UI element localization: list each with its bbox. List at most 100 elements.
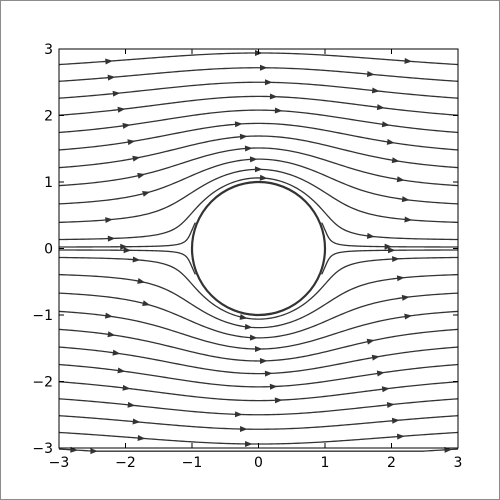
streamline-arrow (404, 313, 413, 320)
streamline (58, 109, 459, 134)
streamline-arrow (392, 256, 400, 263)
streamline-arrow (127, 401, 136, 408)
streamline-arrow (386, 402, 395, 408)
streamline-arrow (117, 367, 126, 374)
streamline-arrow (112, 349, 121, 356)
streamline (59, 249, 196, 275)
streamline-arrow (239, 426, 248, 433)
streamline (58, 147, 459, 187)
streamline-arrow (132, 155, 141, 162)
streamline (58, 67, 459, 82)
streamline (58, 381, 459, 402)
streamline (58, 328, 459, 362)
y-tick-label: 2 (44, 109, 53, 125)
x-axis: −3 −2 −1 0 1 2 3 (49, 49, 463, 471)
streamline-arrow (122, 122, 131, 129)
x-tick-label: 0 (254, 455, 263, 471)
streamline-arrow (234, 121, 243, 128)
streamline-arrow (396, 433, 405, 440)
streamline-arrow (386, 138, 395, 145)
streamline-arrow (366, 70, 375, 77)
streamline-arrow (107, 331, 116, 338)
streamline (58, 273, 459, 329)
streamline-arrow (391, 417, 400, 424)
streamline (58, 95, 459, 116)
streamline-arrow (142, 190, 151, 197)
streamline-arrow (388, 247, 396, 254)
streamline-arrow (90, 448, 98, 455)
x-tick-label: −1 (182, 455, 203, 471)
streamline-arrow (249, 334, 258, 341)
streamline-arrow (239, 133, 248, 140)
streamline-arrow (245, 440, 253, 447)
streamline (58, 292, 459, 339)
streamline-arrow (404, 57, 413, 64)
streamline-arrow (137, 435, 146, 441)
streamline (58, 256, 459, 320)
x-tick-label: 1 (321, 455, 330, 471)
streamline-arrow (404, 216, 413, 223)
streamline-arrow (234, 411, 243, 418)
streamline-arrow (244, 145, 253, 152)
streamline (58, 177, 459, 241)
y-axis: −3 −2 −1 0 1 2 3 (32, 42, 458, 457)
x-tick-label: 3 (454, 455, 463, 471)
streamline-arrow (259, 358, 268, 365)
x-tick-label: 2 (387, 455, 396, 471)
streamline-arrow (107, 235, 116, 242)
streamline (58, 135, 459, 169)
y-tick-label: 0 (44, 242, 53, 258)
streamline-arrow (259, 64, 268, 71)
y-tick-label: −2 (32, 375, 53, 391)
streamline (58, 310, 459, 350)
cylinder-circle (190, 180, 327, 317)
streamline-arrow (254, 166, 263, 173)
streamline-arrow (401, 294, 410, 301)
streamline-arrow (381, 121, 390, 128)
streamline-arrow (371, 354, 380, 361)
streamline-arrow (122, 384, 131, 391)
streamline-arrow (366, 232, 375, 239)
streamline-arrow (264, 79, 273, 86)
streamline-arrow (396, 176, 405, 183)
streamline-arrow (444, 446, 453, 453)
streamline-arrow (376, 104, 385, 111)
streamline (59, 222, 196, 248)
streamline-arrow (120, 243, 128, 250)
streamline-arrow (381, 386, 390, 393)
streamline-arrow (104, 312, 113, 319)
streamline-arrow (244, 323, 253, 330)
streamline (321, 222, 458, 248)
y-tick-label: −1 (32, 308, 53, 324)
y-tick-label: −3 (32, 441, 53, 457)
streamline-arrow (259, 174, 268, 181)
streamline-arrow (127, 139, 136, 146)
streamline-arrow (254, 346, 263, 353)
streamline-arrow (107, 74, 116, 81)
streamlines (58, 52, 459, 452)
streamline (58, 363, 459, 388)
streamline-arrow (249, 156, 258, 163)
streamline-arrow (105, 217, 113, 224)
streamline-arrow (112, 90, 121, 97)
x-tick-label: −3 (49, 455, 70, 471)
streamline-arrow (274, 107, 283, 114)
streamline-arrow (105, 58, 113, 65)
streamline-arrow (137, 172, 146, 179)
streamline-arrow (401, 196, 410, 203)
streamline (58, 346, 459, 375)
streamline-arrow (137, 277, 146, 284)
streamline (321, 249, 458, 275)
streamline (58, 448, 459, 452)
streamline-arrow (239, 314, 248, 320)
streamline-arrow (123, 247, 132, 254)
streamline-arrow (132, 256, 141, 263)
streamline-arrow (142, 300, 151, 307)
streamline (58, 81, 459, 99)
streamline-arrow (117, 106, 126, 113)
y-tick-label: 3 (44, 42, 53, 58)
arrowheads (70, 49, 453, 455)
streamline-arrow (269, 383, 278, 390)
streamline (58, 158, 459, 205)
x-tick-label: −2 (115, 455, 136, 471)
